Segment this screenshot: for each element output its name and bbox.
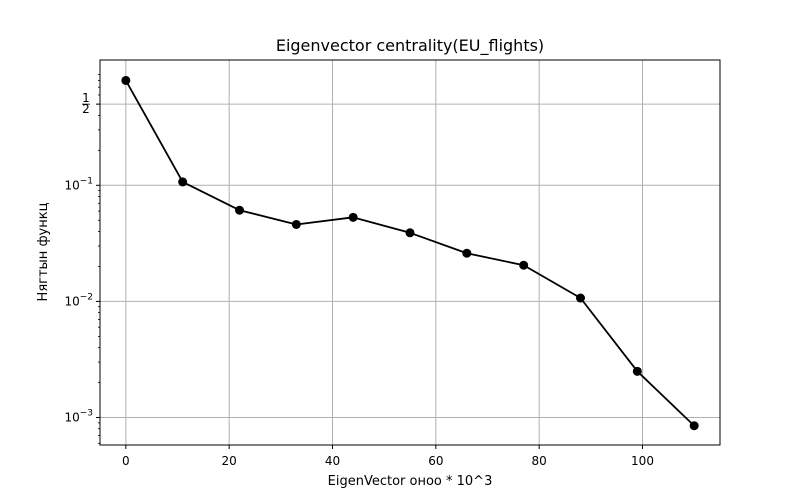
- y-tick-exponent: −3: [80, 409, 93, 419]
- y-tick-base: 10: [64, 178, 79, 192]
- y-tick-base: 10: [64, 411, 79, 425]
- y-tick-exponent: −1: [80, 176, 93, 186]
- data-point: [405, 228, 415, 238]
- plot-frame: [99, 59, 721, 446]
- y-axis-title: Нягтын функц: [36, 202, 51, 301]
- x-axis: 0 20 40 60 80 100: [122, 445, 654, 468]
- data-series: [121, 75, 699, 431]
- y-tick-text: 10−1: [64, 176, 93, 192]
- y-tick-label: 10−3: [64, 409, 93, 425]
- y-tick-base: 10: [64, 294, 79, 308]
- data-point: [576, 293, 585, 303]
- x-axis-title: EigenVector оноо * 10^3: [328, 474, 493, 489]
- x-tick-label: 20: [222, 454, 237, 468]
- x-tick-label: 0: [122, 454, 130, 468]
- data-point: [632, 366, 642, 376]
- data-point: [121, 75, 131, 85]
- y-tick-label: 10−2: [64, 292, 93, 308]
- x-tick-label: 60: [428, 454, 443, 468]
- y-tick-text: 10−3: [64, 409, 93, 425]
- x-tick-label: 100: [631, 454, 654, 468]
- data-point: [462, 248, 472, 258]
- y-tick-denominator: 2: [82, 102, 90, 116]
- y-tick-exponent: −2: [80, 292, 93, 302]
- data-point: [178, 177, 188, 187]
- data-point: [235, 205, 244, 215]
- data-point: [689, 421, 699, 431]
- x-tick-label: 80: [532, 454, 547, 468]
- data-point: [519, 260, 529, 270]
- chart-title: Eigenvector centrality(EU_flights): [276, 36, 544, 56]
- y-tick-numerator: 1: [82, 91, 90, 105]
- data-point: [291, 219, 301, 229]
- data-point: [348, 212, 358, 222]
- y-tick-label: 10−1: [64, 176, 93, 192]
- x-tick-label: 40: [325, 454, 340, 468]
- y-tick-label: 12: [82, 91, 90, 116]
- grid: [100, 60, 720, 445]
- y-tick-text: 10−2: [64, 292, 93, 308]
